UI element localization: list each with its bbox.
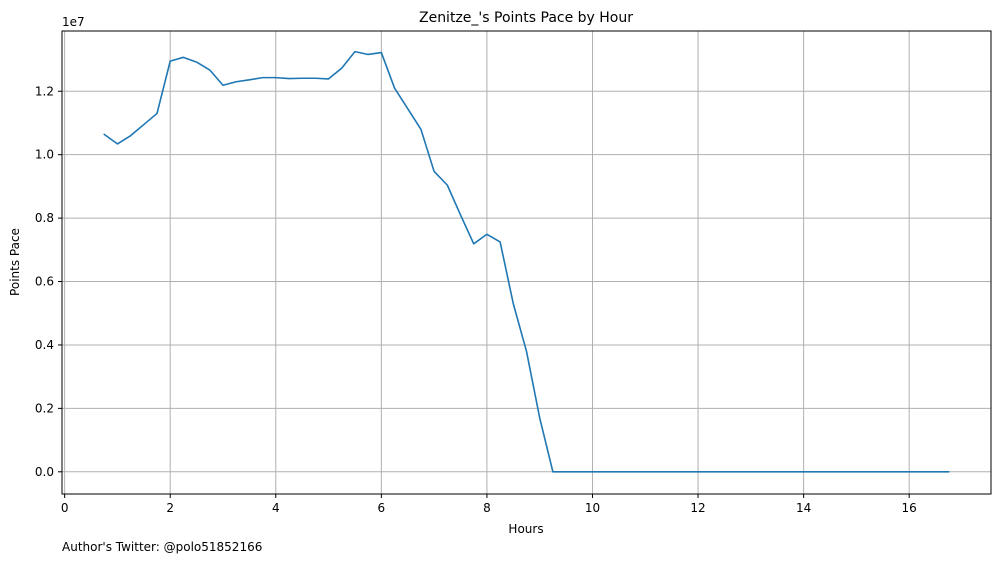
y-axis-label: Points Pace bbox=[8, 228, 22, 296]
y-scale-label: 1e7 bbox=[62, 15, 85, 29]
x-tick-label: 10 bbox=[585, 501, 600, 515]
x-tick-label: 16 bbox=[902, 501, 917, 515]
x-tick-label: 6 bbox=[378, 501, 386, 515]
y-tick-label: 1.0 bbox=[35, 148, 54, 162]
chart-title: Zenitze_'s Points Pace by Hour bbox=[419, 10, 633, 26]
x-tick-label: 12 bbox=[690, 501, 705, 515]
x-tick-label: 0 bbox=[61, 501, 69, 515]
y-tick-label: 0.8 bbox=[35, 211, 54, 225]
axes-layer bbox=[61, 30, 992, 495]
ticks-layer: 0 2 4 6 8 10 12 14 16 0.0 0.2 0.4 0.6 0.8 1.0 1.2 bbox=[35, 84, 917, 515]
x-tick-label: 4 bbox=[272, 501, 280, 515]
y-tick-label: 0.4 bbox=[35, 338, 54, 352]
y-tick-label: 0.6 bbox=[35, 275, 54, 289]
footer-author-note: Author's Twitter: @polo51852166 bbox=[62, 540, 262, 554]
series-layer bbox=[103, 50, 950, 473]
y-tick-label: 1.2 bbox=[35, 84, 54, 98]
x-tick-label: 8 bbox=[483, 501, 491, 515]
y-tick-label: 0.2 bbox=[35, 401, 54, 415]
x-tick-label: 14 bbox=[796, 501, 811, 515]
y-tick-label: 0.0 bbox=[35, 465, 54, 479]
plot-frame bbox=[61, 30, 992, 495]
points-pace-line bbox=[103, 50, 950, 473]
x-axis-label: Hours bbox=[508, 522, 543, 536]
x-tick-label: 2 bbox=[166, 501, 174, 515]
grid-layer bbox=[62, 31, 991, 494]
